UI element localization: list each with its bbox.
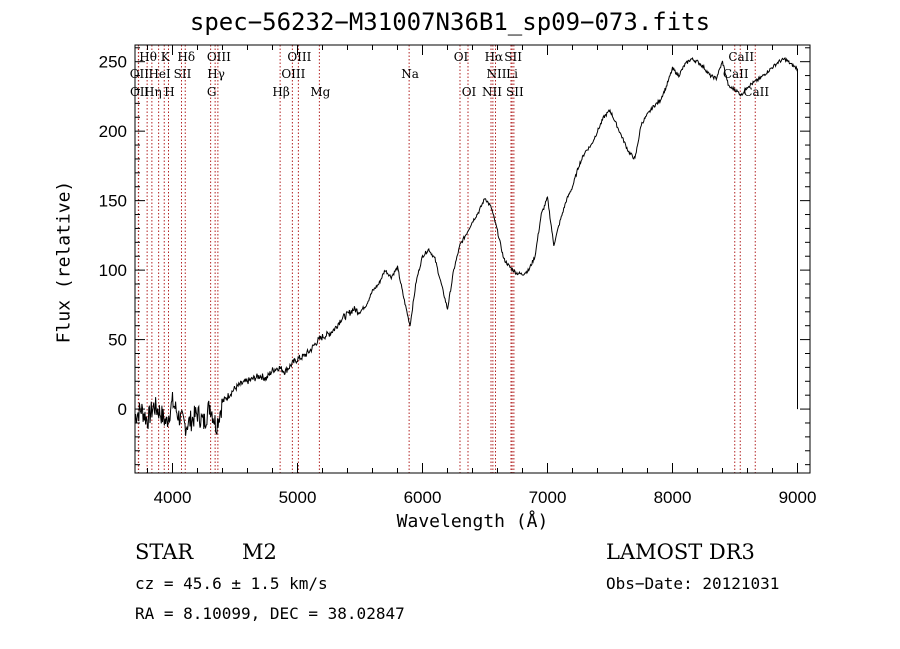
line-label: OIII [287,50,311,64]
line-label: CaII [743,85,769,99]
y-tick-label: 100 [99,261,127,280]
line-label: Hα [485,50,504,64]
line-label: Hη [144,85,162,99]
x-axis-label: Wavelength (Å) [396,511,549,532]
line-label: Hθ [139,50,157,64]
line-label: Li [506,67,518,81]
line-label: CaII [723,67,749,81]
y-tick-label: 150 [99,192,127,211]
line-label: CaII [728,50,754,64]
line-label: NII [482,85,502,99]
spectrum-line [134,56,798,436]
axis-ticks: 4000 5000 6000 7000 8000 9000 0 50 100 150 200 250 [99,45,817,507]
line-label: OIII [281,67,305,81]
x-tick-label: 6000 [404,488,442,507]
line-label: HeI [148,67,171,81]
plot-frame [134,44,811,474]
line-label: G [207,85,217,99]
redshift-velocity: cz = 45.6 ± 1.5 km/s [135,574,328,593]
y-tick-label: 200 [99,122,127,141]
line-label: OII [130,85,150,99]
line-label: Hγ [207,67,225,81]
y-tick-label: 50 [108,331,127,350]
line-label: OI [454,50,469,64]
x-tick-label: 8000 [654,488,692,507]
line-label: Mg [310,85,330,99]
line-label: SII [174,67,192,81]
sky-coordinates: RA = 8.10099, DEC = 38.02847 [135,604,405,623]
y-axis-label: Flux (relative) [53,180,75,344]
y-tick-label: 250 [99,53,127,72]
x-tick-label: 9000 [779,488,817,507]
survey-name: LAMOST DR3 [606,540,755,564]
observation-date: Obs−Date: 20121031 [606,574,780,593]
line-label: SII [506,85,524,99]
line-label: OI [462,85,477,99]
object-class: STAR [135,540,194,564]
x-tick-label: 4000 [154,488,192,507]
object-subclass: M2 [242,540,277,564]
line-label: Na [401,67,419,81]
line-label: H [164,85,174,99]
line-label: OII [130,67,150,81]
y-tick-label: 0 [118,400,127,419]
line-label: NII [487,67,507,81]
line-label: K [161,50,171,64]
chart-title: spec−56232−M31007N36B1_sp09−073.fits [189,8,711,36]
line-label: Hβ [272,85,289,99]
line-label: Hδ [177,50,195,64]
x-tick-label: 5000 [279,488,317,507]
line-label: OIII [207,50,231,64]
emission-line-markers [137,45,756,473]
line-label: SII [504,50,522,64]
x-tick-label: 7000 [529,488,567,507]
